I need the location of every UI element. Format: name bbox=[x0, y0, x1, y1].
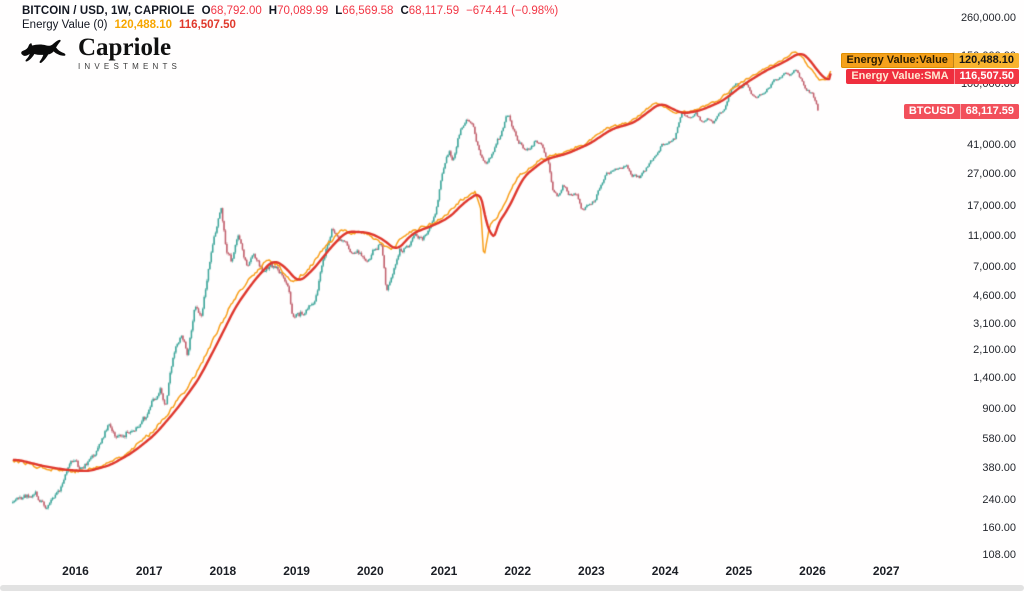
legend-symbol-row[interactable]: BITCOIN / USD, 1W, CAPRIOLE O 68,792.00 H… bbox=[22, 4, 558, 18]
year-label: 2021 bbox=[430, 564, 458, 578]
year-label: 2027 bbox=[872, 564, 900, 578]
window-bottom-edge bbox=[0, 585, 1024, 591]
logo-brand-name: Capriole bbox=[78, 33, 172, 61]
year-label: 2018 bbox=[209, 564, 237, 578]
year-label: 2024 bbox=[651, 564, 679, 578]
year-label: 2017 bbox=[135, 564, 163, 578]
ohlc-low: L 66,569.58 bbox=[335, 5, 394, 17]
year-label: 2025 bbox=[725, 564, 753, 578]
energy-sma-badge-label: Energy Value:SMA bbox=[851, 70, 949, 82]
price-tick-label: 27,000.00 bbox=[967, 168, 1016, 181]
price-tick-label: 260,000.00 bbox=[960, 12, 1016, 24]
indicator-name: Energy Value (0) bbox=[22, 19, 108, 31]
time-scale-axis[interactable]: 2016 2017 2018 2019 2020 2021 2022 2023 2024 2025… bbox=[0, 562, 1024, 582]
price-tick-label: 160.00 bbox=[982, 522, 1016, 535]
price-tick-label: 380.00 bbox=[982, 462, 1016, 475]
price-scale-axis[interactable]: 260,000.00150,000.00100,000.0041,000.002… bbox=[928, 0, 1024, 562]
ohlc-open: O 68,792.00 bbox=[201, 5, 262, 17]
price-tick-label: 4,600.00 bbox=[973, 290, 1016, 303]
logo-subtitle: INVESTMENTS bbox=[78, 61, 182, 71]
price-tick-label: 580.00 bbox=[982, 433, 1016, 446]
ohlc-close: C 68,117.59 bbox=[400, 5, 460, 17]
price-tick-label: 900.00 bbox=[982, 402, 1016, 415]
price-tick-label: 1,400.00 bbox=[973, 372, 1016, 385]
price-change: −674.41 (−0.98%) bbox=[466, 5, 559, 17]
price-tick-label: 2,100.00 bbox=[973, 344, 1016, 357]
energy-value-badge-label: Energy Value:Value bbox=[846, 54, 948, 66]
indicator-sma-value: 116,507.50 bbox=[179, 19, 236, 31]
btcusd-badge-value: 68,117.59 bbox=[959, 104, 1019, 119]
price-tick-label: 3,100.00 bbox=[973, 317, 1016, 330]
price-tick-label: 240.00 bbox=[982, 494, 1016, 507]
ohlc-high: H 70,089.99 bbox=[268, 5, 329, 17]
symbol-title: BITCOIN / USD, 1W, CAPRIOLE bbox=[22, 5, 195, 17]
price-tick-label: 108.00 bbox=[982, 549, 1016, 562]
price-tick-label: 7,000.00 bbox=[973, 261, 1016, 274]
price-tick-label: 41,000.00 bbox=[967, 139, 1016, 152]
indicator-value: 120,488.10 bbox=[114, 19, 173, 31]
year-label: 2019 bbox=[283, 564, 310, 578]
year-label: 2023 bbox=[578, 564, 605, 578]
year-label: 2022 bbox=[504, 564, 532, 578]
price-tick-label: 11,000.00 bbox=[967, 230, 1016, 243]
energy-sma-badge-value: 116,507.50 bbox=[953, 69, 1019, 84]
legend-indicator-row[interactable]: Energy Value (0) 120,488.10 116,507.50 bbox=[22, 18, 558, 32]
btcusd-price-badge: BTCUSD 68,117.59 bbox=[903, 104, 1019, 119]
year-label: 2026 bbox=[799, 564, 826, 578]
capriole-logo: Capriole INVESTMENTS bbox=[18, 34, 181, 72]
energy-value-price-badge: Energy Value:Value 120,488.10 bbox=[841, 53, 1019, 68]
chart-legend: BITCOIN / USD, 1W, CAPRIOLE O 68,792.00 H… bbox=[22, 4, 558, 32]
btcusd-badge-label: BTCUSD bbox=[908, 105, 955, 117]
energy-value-badge-value: 120,488.10 bbox=[952, 53, 1019, 68]
energy-sma-price-badge: Energy Value:SMA 116,507.50 bbox=[846, 69, 1019, 84]
price-tick-label: 17,000.00 bbox=[967, 200, 1016, 213]
leaping-horse-icon bbox=[18, 34, 70, 72]
year-label: 2020 bbox=[356, 564, 384, 578]
year-label: 2016 bbox=[62, 564, 89, 578]
logo-text: Capriole INVESTMENTS bbox=[78, 33, 182, 71]
